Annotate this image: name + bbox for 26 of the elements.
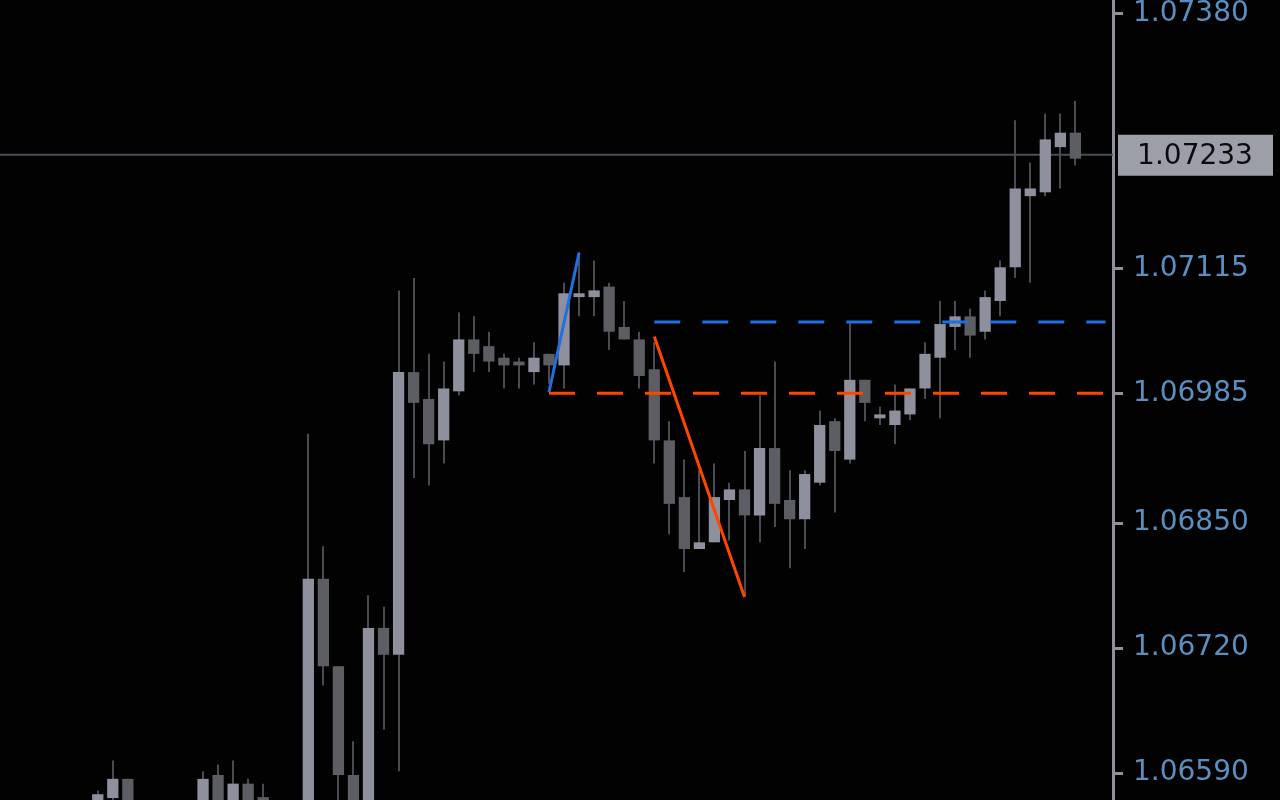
candlestick [889,383,901,446]
y-tick-label: 1.07115 [1133,249,1249,283]
y-tick-label: 1.06590 [1133,754,1249,788]
candlestick [1024,161,1036,284]
y-tick-label: 1.06985 [1133,374,1249,408]
candlestick [197,770,209,800]
y-tick-label: 1.06720 [1133,629,1249,663]
y-tick-label: 1.07380 [1133,0,1249,28]
ref-line-label: 1.07233 [1137,138,1253,172]
candlestick [874,405,886,426]
candlestick [783,469,796,570]
candlestick [723,481,736,542]
candlestick [964,307,976,359]
candlestick [573,250,585,318]
candlestick [543,352,555,385]
candlestick [528,341,540,386]
candlestick [483,330,495,374]
candlestick [618,299,630,341]
candlestick [227,759,239,800]
candlestick [468,315,480,374]
candlestick [588,259,600,318]
y-tick-label: 1.06850 [1133,504,1249,538]
candlestick [107,759,119,800]
candlestick [693,469,706,551]
candlestick [242,777,254,800]
candlestick [859,378,871,423]
